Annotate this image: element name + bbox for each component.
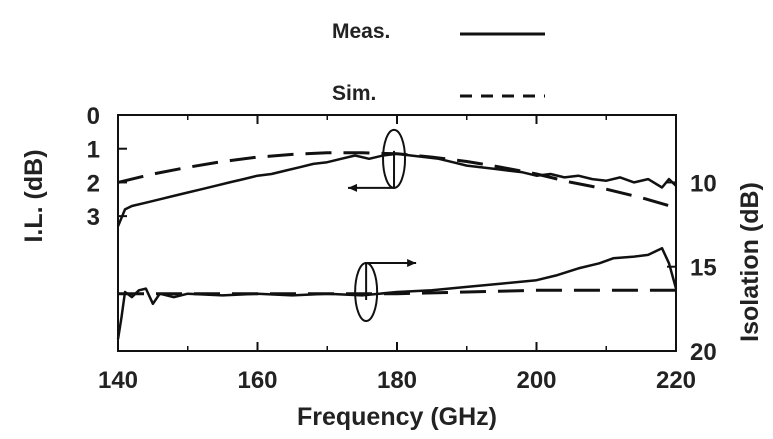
- legend: Meas. Sim.: [332, 20, 545, 105]
- annotation-arrow-left: [348, 150, 396, 189]
- x-tick-label-200: 200: [516, 367, 556, 394]
- left-tick-label-0: 0: [87, 103, 100, 130]
- annotation-arrowhead-right: [407, 259, 417, 267]
- series-left-dashed-1: [117, 151, 677, 210]
- x-tick-label-180: 180: [377, 367, 417, 394]
- series-right-solid-2: [116, 246, 678, 340]
- right-tick-label-10: 10: [690, 170, 717, 197]
- right-tick-label-15: 15: [690, 255, 717, 282]
- left-tick-label-3: 3: [87, 204, 100, 231]
- left-tick-label-1: 1: [87, 137, 100, 164]
- left-tick-label-2: 2: [87, 170, 100, 197]
- x-axis: 140 160 180 200 220: [98, 115, 696, 394]
- x-tick-label-220: 220: [656, 367, 696, 394]
- legend-label-sim: Sim.: [332, 82, 376, 105]
- right-axis: 10 15 20: [667, 170, 717, 366]
- series-right-dashed-3: [118, 288, 676, 296]
- left-axis-title: I.L. (dB): [20, 149, 48, 242]
- legend-label-meas: Meas.: [332, 20, 390, 43]
- x-tick-label-160: 160: [237, 367, 277, 394]
- left-axis: 0 1 2 3: [87, 103, 127, 231]
- x-tick-label-140: 140: [98, 367, 138, 394]
- annotation-arrow-right: [365, 262, 417, 300]
- annotations: [348, 128, 417, 322]
- x-axis-title: Frequency (GHz): [297, 403, 497, 431]
- right-axis-title: Isolation (dB): [736, 182, 764, 342]
- right-tick-label-20: 20: [690, 339, 717, 366]
- annotation-arrowhead-left: [348, 183, 358, 192]
- plot-frame: [117, 114, 677, 352]
- series-group: [116, 151, 678, 340]
